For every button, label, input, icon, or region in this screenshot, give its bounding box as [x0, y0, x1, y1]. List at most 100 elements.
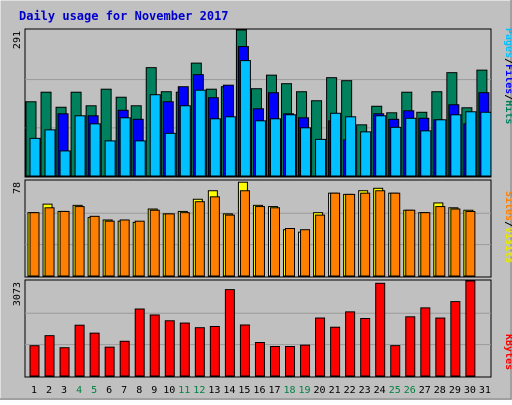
x-label-day-1: 1 [31, 385, 37, 396]
bar-kbytes-day-20 [315, 317, 326, 377]
bar-sites-day-18 [285, 228, 296, 277]
x-label-day-30: 30 [464, 385, 476, 396]
bar-pages-day-26 [405, 117, 417, 177]
x-label-day-6: 6 [106, 385, 112, 396]
bar-sites-day-11 [179, 212, 190, 277]
bar-kbytes-day-27 [420, 307, 431, 377]
bar-pages-day-12 [194, 89, 206, 177]
bar-pages-day-31 [480, 111, 492, 177]
x-label-day-18: 18 [283, 385, 295, 396]
bar-kbytes-day-4 [74, 324, 85, 377]
bar-sites-day-29 [450, 208, 461, 277]
bar-pages-day-20 [315, 138, 327, 177]
bar-kbytes-day-10 [164, 320, 175, 377]
x-label-day-5: 5 [91, 385, 97, 396]
bar-sites-day-2 [44, 207, 55, 277]
bar-pages-day-30 [465, 111, 477, 177]
x-label-day-15: 15 [238, 385, 250, 396]
bar-kbytes-day-6 [104, 346, 115, 377]
legend-files: Files [503, 64, 512, 94]
x-label-day-7: 7 [121, 385, 127, 396]
bar-kbytes-day-13 [209, 325, 220, 377]
bar-kbytes-day-8 [134, 308, 145, 377]
bar-sites-day-9 [149, 209, 160, 277]
x-label-day-17: 17 [268, 385, 280, 396]
x-label-day-20: 20 [314, 385, 326, 396]
bar-pages-day-9 [149, 94, 161, 177]
x-label-day-2: 2 [46, 385, 52, 396]
bar-pages-day-22 [345, 116, 357, 177]
bar-kbytes-day-9 [149, 314, 160, 377]
bar-pages-day-13 [209, 118, 221, 177]
x-label-day-13: 13 [208, 385, 220, 396]
bar-kbytes-day-12 [194, 327, 205, 377]
chart-title: Daily usage for November 2017 [19, 9, 229, 23]
legend-sites: Sites [503, 191, 512, 221]
bar-sites-day-24 [375, 190, 386, 277]
bar-kbytes-day-25 [390, 345, 401, 377]
bar-pages-day-25 [390, 126, 402, 177]
legend-panel-1-text: Pages/Files/Hits [503, 28, 512, 124]
bar-pages-day-7 [119, 117, 131, 177]
bar-kbytes-day-16 [254, 342, 265, 377]
bar-kbytes-day-24 [375, 282, 386, 377]
bar-pages-day-24 [375, 115, 387, 177]
x-label-day-28: 28 [434, 385, 446, 396]
bar-sites-day-19 [300, 229, 311, 277]
x-label-day-3: 3 [61, 385, 67, 396]
bar-sites-day-1 [29, 212, 40, 277]
bar-sites-day-8 [134, 220, 145, 277]
bar-layer [25, 29, 492, 377]
x-label-day-14: 14 [223, 385, 235, 396]
bar-pages-day-4 [74, 115, 86, 177]
bar-sites-day-4 [74, 206, 85, 277]
bar-sites-day-23 [360, 192, 371, 277]
legend-panel-3: KBytes [503, 334, 512, 370]
x-label-day-10: 10 [163, 385, 175, 396]
bar-kbytes-day-28 [435, 317, 446, 377]
legend-hits: Hits [503, 100, 512, 124]
bar-pages-day-11 [179, 105, 191, 177]
bar-sites-day-30 [465, 210, 476, 277]
bar-pages-day-3 [59, 150, 71, 177]
bar-kbytes-day-19 [300, 344, 311, 377]
bar-sites-day-22 [345, 193, 356, 277]
bar-sites-day-13 [209, 196, 220, 277]
x-label-day-19: 19 [299, 385, 311, 396]
bar-kbytes-day-14 [224, 289, 235, 377]
bar-kbytes-day-18 [285, 346, 296, 377]
legend-sep-3: / [503, 221, 512, 227]
x-label-day-8: 8 [136, 385, 142, 396]
bar-pages-day-17 [269, 118, 281, 177]
bar-kbytes-day-29 [450, 301, 461, 377]
x-label-day-24: 24 [374, 385, 386, 396]
bar-sites-day-20 [315, 214, 326, 277]
x-label-day-11: 11 [178, 385, 190, 396]
legend-sep-1: / [503, 94, 512, 100]
bar-kbytes-day-7 [119, 340, 130, 377]
legend-visits: Visits [503, 227, 512, 263]
bar-sites-day-15 [239, 190, 250, 277]
bar-pages-day-5 [89, 123, 101, 177]
bar-kbytes-day-2 [44, 335, 55, 377]
bar-sites-day-26 [405, 209, 416, 277]
bar-pages-day-28 [435, 119, 447, 177]
x-label-day-21: 21 [329, 385, 341, 396]
bar-kbytes-day-3 [59, 347, 70, 377]
x-label-day-26: 26 [404, 385, 416, 396]
bar-pages-day-19 [300, 127, 312, 177]
legend-panel-2: Sites/Visits [503, 191, 512, 263]
bar-sites-day-5 [89, 215, 100, 277]
x-label-day-29: 29 [449, 385, 461, 396]
legend-kbytes: KBytes [503, 334, 512, 370]
bar-pages-day-6 [104, 140, 116, 177]
bar-pages-day-21 [330, 112, 342, 177]
bar-pages-day-27 [420, 130, 432, 177]
bar-sites-day-10 [164, 213, 175, 277]
bar-sites-day-14 [224, 214, 235, 277]
legend-pages: Pages [503, 28, 512, 58]
panel-2-max-label: 78 [12, 182, 23, 194]
bar-sites-day-27 [420, 212, 431, 277]
legend-panel-2-text: Sites/Visits [503, 191, 512, 263]
